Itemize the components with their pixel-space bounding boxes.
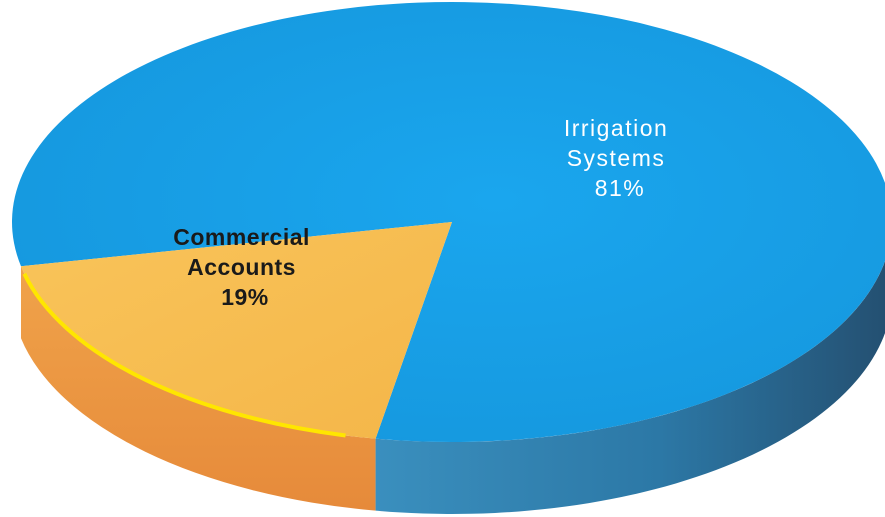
slice-value-label: 81% (595, 175, 646, 201)
slice-side-irrigation-systems (375, 260, 885, 514)
slice-label-irrigation-systems: Irrigation Systems 81% (564, 115, 676, 201)
slice-label-commercial-accounts: Commercial Accounts 19% (173, 224, 317, 310)
slice-side-commercial-accounts (20, 266, 376, 511)
slice-value-label: 19% (221, 284, 269, 310)
slice-label-line: Irrigation (564, 115, 668, 141)
slice-label-line: Accounts (187, 254, 296, 280)
slice-edge-highlight (22, 272, 346, 438)
slice-commercial-accounts (20, 222, 453, 439)
slice-irrigation-systems (12, 2, 885, 442)
slice-label-line: Commercial (173, 224, 310, 250)
slice-label-line: Systems (567, 145, 666, 171)
